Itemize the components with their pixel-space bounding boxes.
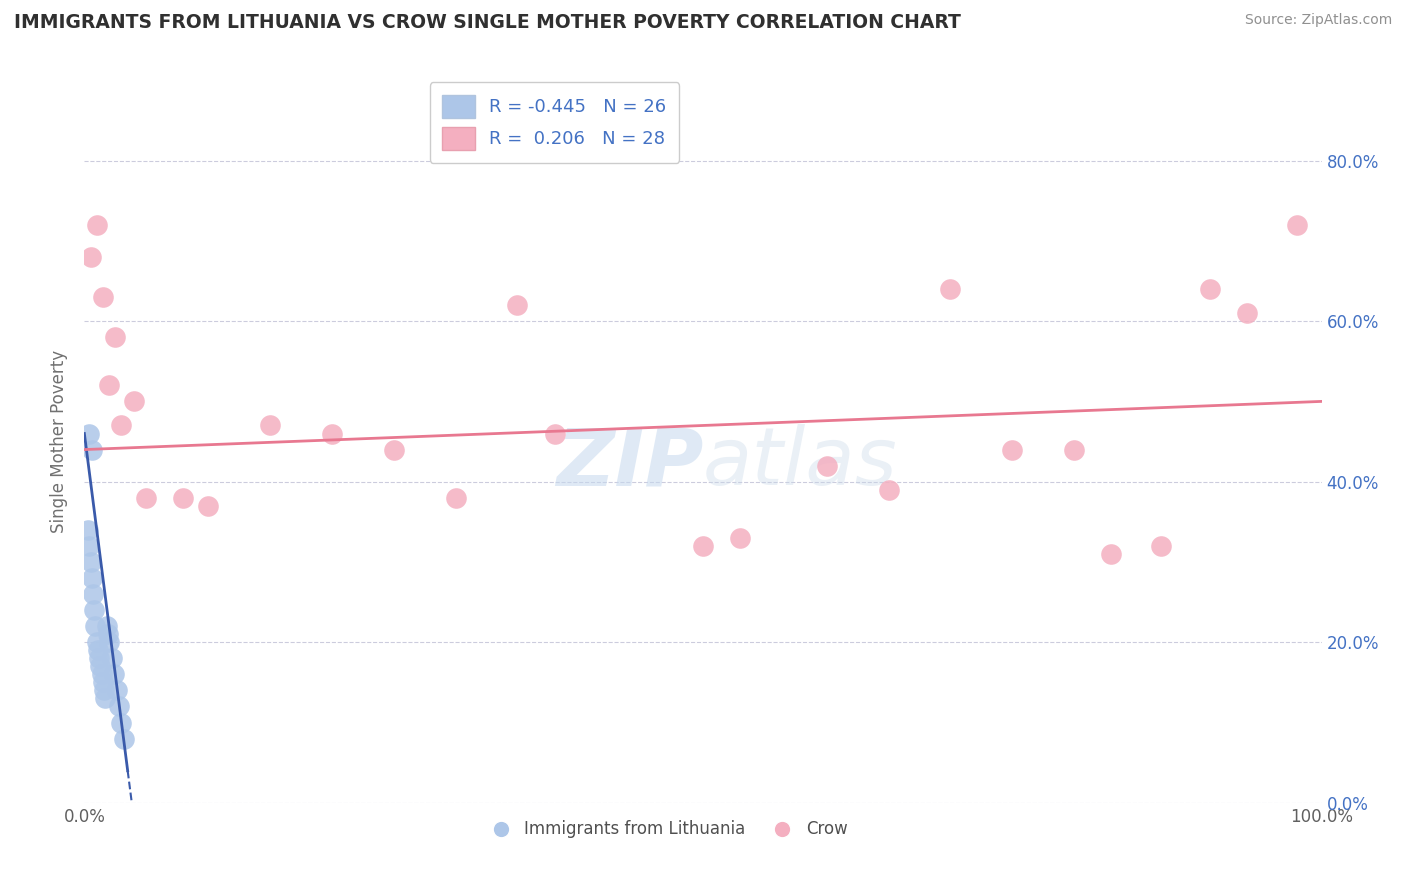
Point <box>135 491 157 505</box>
Point <box>80 442 103 457</box>
Point <box>122 394 145 409</box>
Point <box>815 458 838 473</box>
Point <box>108 699 131 714</box>
Point <box>79 250 101 264</box>
Point <box>1236 306 1258 320</box>
Point <box>197 499 219 513</box>
Point <box>1099 547 1122 561</box>
Point <box>96 619 118 633</box>
Point <box>82 587 104 601</box>
Text: IMMIGRANTS FROM LITHUANIA VS CROW SINGLE MOTHER POVERTY CORRELATION CHART: IMMIGRANTS FROM LITHUANIA VS CROW SINGLE… <box>14 13 960 32</box>
Point <box>112 731 135 746</box>
Point <box>89 659 111 673</box>
Point <box>98 378 121 392</box>
Point <box>110 418 132 433</box>
Point <box>259 418 281 433</box>
Point <box>1063 442 1085 457</box>
Text: Source: ZipAtlas.com: Source: ZipAtlas.com <box>1244 13 1392 28</box>
Y-axis label: Single Mother Poverty: Single Mother Poverty <box>51 350 69 533</box>
Point <box>1199 282 1222 296</box>
Point <box>79 426 101 441</box>
Point <box>80 571 103 585</box>
Text: atlas: atlas <box>703 425 898 502</box>
Point <box>83 603 105 617</box>
Text: ZIP: ZIP <box>555 425 703 502</box>
Point <box>105 683 128 698</box>
Point <box>100 651 122 665</box>
Point <box>444 491 467 505</box>
Point <box>94 691 117 706</box>
Point <box>79 555 101 569</box>
Point <box>86 218 108 232</box>
Legend: Immigrants from Lithuania, Crow: Immigrants from Lithuania, Crow <box>478 814 853 845</box>
Point <box>728 531 751 545</box>
Point <box>91 290 114 304</box>
Point <box>89 651 111 665</box>
Point <box>1150 539 1173 553</box>
Point <box>98 635 121 649</box>
Point <box>172 491 194 505</box>
Point <box>939 282 962 296</box>
Point <box>1001 442 1024 457</box>
Point <box>86 635 108 649</box>
Point <box>692 539 714 553</box>
Point <box>543 426 565 441</box>
Point <box>91 675 114 690</box>
Point <box>1285 218 1308 232</box>
Point <box>87 643 110 657</box>
Point <box>110 715 132 730</box>
Point <box>79 539 101 553</box>
Point <box>84 619 107 633</box>
Point <box>877 483 900 497</box>
Point <box>77 523 100 537</box>
Point <box>103 667 125 681</box>
Point <box>321 426 343 441</box>
Point <box>104 330 127 344</box>
Point <box>382 442 405 457</box>
Point <box>93 683 115 698</box>
Point <box>90 667 112 681</box>
Point <box>97 627 120 641</box>
Point <box>506 298 529 312</box>
